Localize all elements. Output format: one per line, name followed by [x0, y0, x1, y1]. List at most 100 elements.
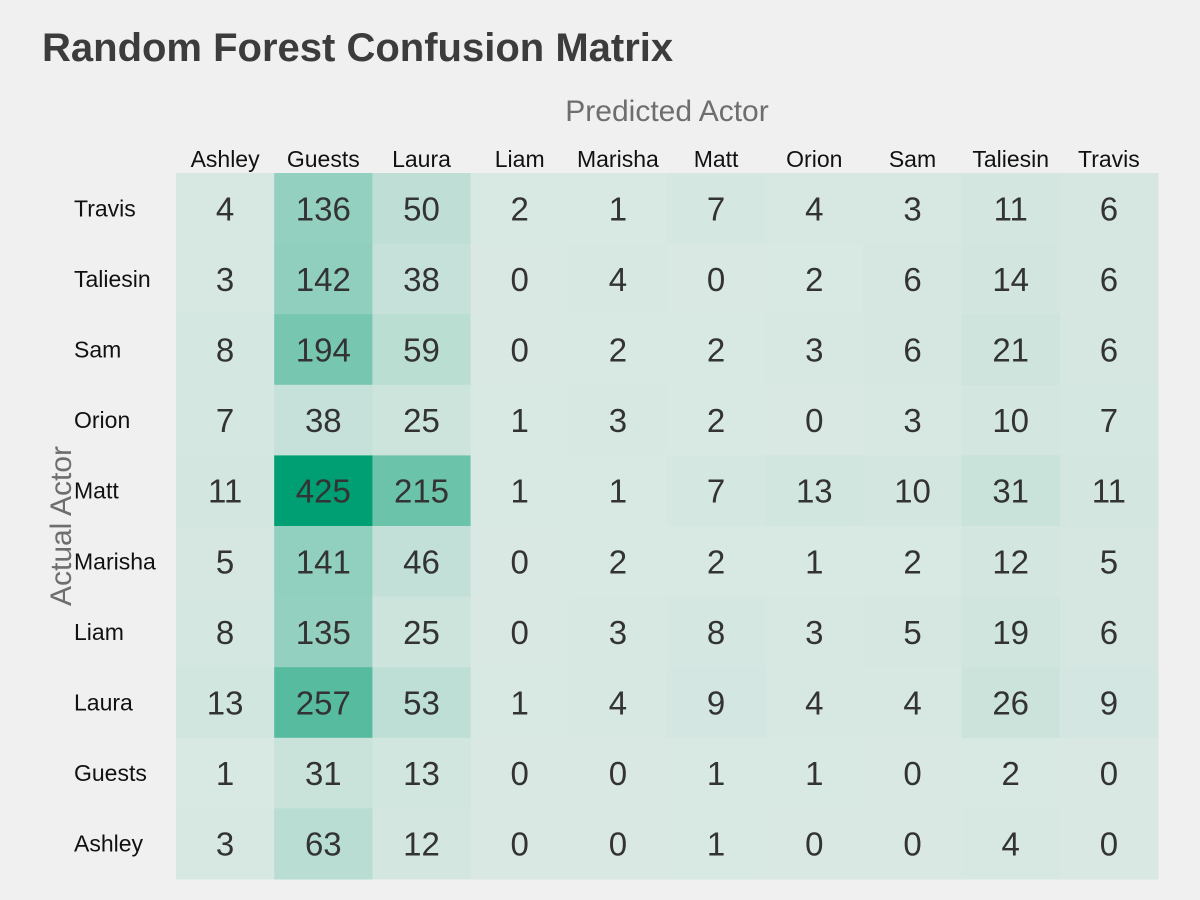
- y-axis-label: Actual Actor: [45, 446, 78, 606]
- heatmap-cell-travis-sam: [863, 173, 963, 245]
- heatmap-cell-liam-travis: [1059, 596, 1159, 668]
- cell-value-label: 11: [1092, 473, 1126, 510]
- cell-value-label: 31: [305, 755, 342, 792]
- y-tick-label-orion: Orion: [74, 407, 130, 433]
- cell-value-label: 4: [609, 685, 627, 722]
- cell-value-label: 11: [994, 190, 1028, 227]
- cell-value-label: 1: [707, 755, 725, 792]
- y-axis-tick-labels: Travis Taliesin Sam Orion Matt Marisha Liam Lau…: [74, 195, 156, 856]
- heatmap-cell-matt-travis: [1059, 455, 1159, 527]
- heatmap-cell-taliesin-matt: [667, 243, 766, 315]
- cell-value-label: 4: [903, 685, 921, 722]
- cell-value-label: 136: [296, 190, 351, 227]
- heatmap-cell-laura-liam: [470, 667, 570, 739]
- cell-value-label: 0: [609, 755, 627, 792]
- heatmap-cell-liam-marisha: [568, 596, 668, 668]
- cell-value-label: 142: [296, 261, 351, 298]
- heatmap-cell-guests-matt: [667, 737, 766, 809]
- heatmap-cell-ashley-liam: [470, 808, 570, 880]
- heatmap-cell-matt-matt: [667, 455, 766, 527]
- y-tick-label-ashley: Ashley: [74, 831, 144, 857]
- heatmap-cell-travis-marisha: [568, 173, 668, 245]
- heatmap-cell-guests-laura: [372, 737, 472, 809]
- cell-value-label: 4: [805, 685, 823, 722]
- cell-value-label: 9: [707, 685, 725, 722]
- cell-value-label: 0: [511, 826, 529, 863]
- cell-value-label: 1: [511, 473, 529, 510]
- cell-value-label: 2: [707, 332, 725, 369]
- cell-value-label: 3: [216, 261, 234, 298]
- heatmap-cell-sam-ashley: [176, 314, 275, 386]
- cell-value-label: 3: [216, 826, 234, 863]
- cell-value-label: 2: [707, 543, 725, 580]
- heatmap-cell-liam-liam: [470, 596, 570, 668]
- cell-value-label: 13: [403, 755, 440, 792]
- heatmap-cell-taliesin-ashley: [176, 243, 275, 315]
- cell-value-label: 4: [805, 190, 823, 227]
- cell-value-label: 6: [1100, 332, 1118, 369]
- heatmap-cell-guests-ashley: [176, 737, 275, 809]
- cell-value-label: 53: [403, 685, 440, 722]
- cell-value-label: 1: [216, 755, 234, 792]
- heatmap-cell-taliesin-sam: [863, 243, 963, 315]
- cell-value-label: 38: [305, 402, 342, 439]
- cell-value-label: 7: [1100, 402, 1118, 439]
- heatmap-cell-marisha-taliesin: [961, 526, 1061, 598]
- heatmap-cell-orion-taliesin: [961, 384, 1061, 456]
- heatmap-cell-marisha-travis: [1059, 526, 1159, 598]
- cell-value-label: 1: [511, 402, 529, 439]
- heatmap-cell-travis-taliesin: [961, 173, 1061, 245]
- heatmap-cell-sam-sam: [863, 314, 963, 386]
- heatmap-cell-marisha-orion: [765, 526, 864, 598]
- cell-value-label: 3: [609, 614, 627, 651]
- heatmap-cell-sam-guests: [274, 314, 373, 386]
- heatmap-cell-laura-orion: [765, 667, 864, 739]
- cell-value-label: 7: [707, 190, 725, 227]
- y-tick-label-taliesin: Taliesin: [74, 266, 151, 292]
- x-axis-label: Predicted Actor: [565, 95, 768, 128]
- x-tick-label-orion: Orion: [786, 146, 842, 172]
- heatmap-cell-sam-matt: [667, 314, 766, 386]
- cell-value-label: 19: [992, 614, 1029, 651]
- cell-value-label: 10: [992, 402, 1029, 439]
- cell-value-label: 215: [394, 473, 449, 510]
- heatmap-cell-marisha-sam: [863, 526, 963, 598]
- cell-value-label: 6: [1100, 261, 1118, 298]
- cell-value-label: 0: [707, 261, 725, 298]
- cell-value-label: 0: [609, 826, 627, 863]
- cell-value-label: 141: [296, 543, 351, 580]
- cell-value-label: 13: [207, 685, 244, 722]
- y-tick-label-matt: Matt: [74, 478, 119, 504]
- heatmap-cell-laura-taliesin: [961, 667, 1061, 739]
- cell-value-label: 25: [403, 402, 440, 439]
- heatmap-cell-laura-travis: [1059, 667, 1159, 739]
- cell-value-label: 2: [511, 190, 529, 227]
- heatmap-cell-travis-matt: [667, 173, 766, 245]
- cell-value-label: 3: [609, 402, 627, 439]
- heatmap-cell-marisha-matt: [667, 526, 766, 598]
- cell-value-label: 9: [1100, 685, 1118, 722]
- x-tick-label-sam: Sam: [889, 146, 936, 172]
- heatmap-cell-travis-liam: [470, 173, 570, 245]
- y-tick-label-guests: Guests: [74, 760, 147, 786]
- cell-value-label: 0: [903, 755, 921, 792]
- x-tick-label-guests: Guests: [287, 146, 360, 172]
- x-tick-label-travis: Travis: [1078, 146, 1140, 172]
- cell-value-label: 0: [511, 543, 529, 580]
- cell-value-label: 59: [403, 332, 440, 369]
- cell-value-label: 31: [992, 473, 1029, 510]
- cell-value-label: 1: [707, 826, 725, 863]
- cell-value-label: 3: [903, 402, 921, 439]
- cell-value-label: 1: [609, 473, 627, 510]
- cell-value-label: 8: [216, 332, 234, 369]
- heatmap-cell-ashley-sam: [863, 808, 963, 880]
- heatmap-cell-travis-guests: [274, 173, 373, 245]
- cell-value-label: 13: [796, 473, 833, 510]
- cell-value-label: 1: [805, 543, 823, 580]
- x-tick-label-taliesin: Taliesin: [972, 146, 1049, 172]
- heatmap-cell-taliesin-taliesin: [961, 243, 1061, 315]
- cell-value-label: 5: [1100, 543, 1118, 580]
- cell-value-label: 7: [216, 402, 234, 439]
- heatmap-cell-guests-taliesin: [961, 737, 1061, 809]
